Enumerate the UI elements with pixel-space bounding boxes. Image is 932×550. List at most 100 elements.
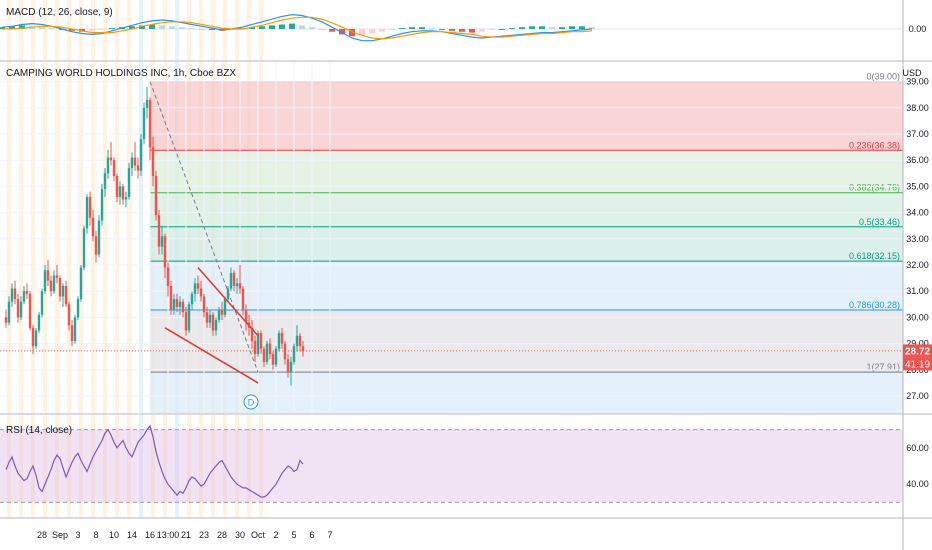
macd-hist-bar <box>149 24 155 29</box>
macd-hist-bar <box>0 27 5 29</box>
macd-tick-0: 0.00 <box>909 24 927 34</box>
price-tick-2: 29.00 <box>906 339 929 349</box>
candle <box>49 275 53 297</box>
candle <box>262 346 266 368</box>
fib-label-1: 0.236(36.38) <box>849 140 900 150</box>
time-tick-6: 16 <box>145 530 155 540</box>
candle <box>217 306 221 323</box>
candle <box>193 278 197 302</box>
macd-hist-bar <box>479 29 485 32</box>
candle <box>232 270 236 292</box>
time-tick-14: 5 <box>291 530 296 540</box>
candle <box>139 134 143 176</box>
rsi-title: RSI (14, close) <box>6 425 72 436</box>
dividend-badge-label: D <box>248 398 255 408</box>
dividend-badge[interactable]: D <box>243 394 259 410</box>
time-tick-11: 30 <box>235 530 245 540</box>
price-tick-9: 36.00 <box>906 155 929 165</box>
candle <box>61 283 65 307</box>
macd-hist-bar <box>69 29 75 31</box>
time-tick-7: 13:00 <box>157 530 180 540</box>
candle <box>253 335 257 362</box>
candle <box>214 317 218 336</box>
last-price-tag: 28.72 41:19 <box>903 344 932 371</box>
time-tick-12: Oct <box>251 530 266 540</box>
candle <box>154 170 158 221</box>
candle <box>67 301 71 331</box>
macd-hist-bar <box>329 29 335 32</box>
candle <box>7 296 11 326</box>
candle <box>31 325 35 355</box>
candle <box>112 157 116 182</box>
candle <box>298 333 302 352</box>
macd-hist-bar <box>139 25 145 29</box>
macd-hist-bar <box>169 26 175 29</box>
macd-hist-bar <box>349 29 355 37</box>
macd-hist-bar <box>449 29 455 31</box>
fib-zone-2 <box>150 192 903 227</box>
candle <box>40 288 44 318</box>
macd-hist-bar <box>379 29 385 32</box>
candle <box>280 327 284 349</box>
candle <box>28 291 32 331</box>
macd-hist-bar <box>399 28 405 30</box>
candle <box>19 296 23 321</box>
price-tick-12: 39.00 <box>906 77 929 87</box>
macd-hist-bar <box>489 29 495 30</box>
macd-hist-bar <box>409 27 415 29</box>
candle <box>133 141 137 171</box>
price-tick-10: 37.00 <box>906 129 929 139</box>
candle <box>274 346 278 368</box>
candle <box>142 102 146 145</box>
candle <box>229 267 233 292</box>
candle <box>16 293 20 323</box>
candle <box>145 86 149 119</box>
candle <box>235 278 239 294</box>
candle <box>205 306 209 328</box>
candle <box>91 209 95 242</box>
macd-title: MACD (12, 26, close, 9) <box>6 7 113 18</box>
candle <box>277 330 281 352</box>
macd-hist-bar <box>359 29 365 36</box>
macd-hist-bar <box>89 29 95 31</box>
fib-label-4: 0.618(32.15) <box>849 251 900 261</box>
candle <box>118 181 122 205</box>
macd-hist-bar <box>49 28 55 30</box>
macd-hist-bar <box>419 27 425 29</box>
candle <box>106 149 110 179</box>
macd-hist-bar <box>179 27 185 29</box>
macd-hist-bar <box>249 27 255 29</box>
fib-zone-0 <box>150 81 903 151</box>
candle <box>268 338 272 360</box>
macd-hist-bar <box>339 29 345 35</box>
time-tick-15: 6 <box>309 530 314 540</box>
fib-label-5: 0.786(30.28) <box>849 300 900 310</box>
fib-zone-4 <box>150 261 903 311</box>
candle <box>64 280 68 307</box>
fib-zone-ext <box>150 372 903 413</box>
candle <box>115 173 119 203</box>
candle <box>259 330 263 355</box>
candle <box>211 312 215 336</box>
macd-hist-bar <box>579 26 585 29</box>
fib-label-6: 1(27.91) <box>866 362 900 372</box>
price-tick-11: 38.00 <box>906 103 929 113</box>
price-title: CAMPING WORLD HOLDINGS INC, 1h, Cboe BZX <box>6 68 236 79</box>
wedge-upper-line <box>197 267 259 337</box>
candle <box>151 136 155 187</box>
time-tick-13: 2 <box>273 530 278 540</box>
candle <box>178 296 182 315</box>
price-tick-4: 31.00 <box>906 286 929 296</box>
candle <box>172 293 176 315</box>
candle <box>148 97 152 161</box>
macd-hist-bar <box>429 28 435 30</box>
time-tick-9: 23 <box>199 530 209 540</box>
price-tick-0: 27.00 <box>906 391 929 401</box>
candle <box>241 285 245 315</box>
candle <box>265 340 269 365</box>
time-tick-3: 8 <box>93 530 98 540</box>
fib-label-2: 0.382(34.76) <box>849 183 900 193</box>
time-tick-16: 7 <box>327 530 332 540</box>
macd-hist-bar <box>289 23 295 29</box>
